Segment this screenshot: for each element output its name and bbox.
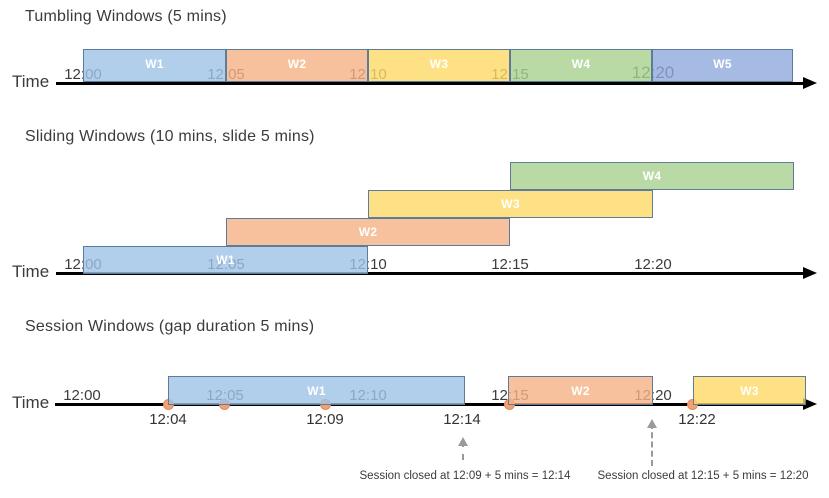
event-time-12-14: 12:14 [443,411,481,428]
window-label: W1 [216,253,235,267]
session-window-w1: W1 [168,376,465,405]
session-section-title: Session Windows (gap duration 5 mins) [25,318,315,335]
sliding-window-w1: W1 [83,246,368,274]
session-close-annotation-2: Session closed at 12:15 + 5 mins = 12:20 [597,470,809,482]
session-tick-12-00: 12:00 [63,387,101,404]
window-label: W3 [740,383,759,398]
sliding-timeline-arrow-icon [803,267,817,279]
session-window-w3: W3 [693,376,806,405]
window-label: W5 [713,57,732,71]
tumbling-window-w2: W2 [226,49,368,82]
tumbling-time-axis-label: Time [12,72,50,91]
window-label: W4 [642,169,662,183]
event-time-12-04: 12:04 [149,411,187,428]
window-label: W3 [429,57,449,71]
window-label: W2 [358,225,378,239]
session-close-arrow-icon [458,437,468,460]
window-label: W3 [501,197,520,211]
session-window-w2: W2 [508,376,653,405]
window-label: W1 [307,383,326,398]
sliding-window-w2: W2 [226,218,510,246]
tumbling-timeline [56,82,805,85]
tumbling-timeline-arrow-icon [803,77,817,89]
window-label: W4 [571,57,591,71]
tumbling-window-w1: W1 [83,49,226,82]
sliding-time-axis-label: Time [12,262,50,281]
tumbling-section-title: Tumbling Windows (5 mins) [25,8,227,25]
session-timeline-arrow-icon [803,398,817,410]
sliding-window-w3: W3 [368,190,653,218]
sliding-tick-12-15: 12:15 [491,256,529,273]
sliding-tick-12-20: 12:20 [634,256,672,273]
tumbling-window-w5: W5 [652,49,793,82]
tumbling-window-w3: W3 [368,49,510,82]
sliding-section-title: Sliding Windows (10 mins, slide 5 mins) [25,128,315,145]
tumbling-window-w4: W4 [510,49,652,82]
sliding-timeline [56,272,805,275]
window-label: W2 [571,383,590,398]
event-time-12-09: 12:09 [306,411,344,428]
session-close-arrow-icon [647,419,657,466]
window-label: W2 [287,57,307,71]
session-close-annotation-1: Session closed at 12:09 + 5 mins = 12:14 [359,470,571,482]
event-time-12-22: 12:22 [678,411,716,428]
window-label: W1 [145,57,164,71]
session-time-axis-label: Time [12,393,50,412]
sliding-window-w4: W4 [510,162,794,190]
